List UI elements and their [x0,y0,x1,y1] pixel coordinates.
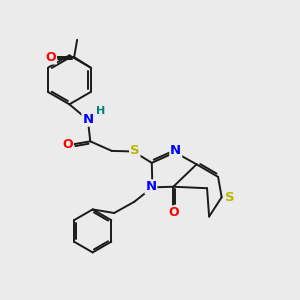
Text: O: O [168,206,178,219]
Text: O: O [62,138,73,151]
Text: N: N [145,180,157,193]
Text: O: O [46,51,56,64]
Text: N: N [82,113,94,126]
Text: S: S [130,144,140,158]
Text: S: S [225,191,235,204]
Text: H: H [96,106,105,116]
Text: N: N [170,144,181,158]
